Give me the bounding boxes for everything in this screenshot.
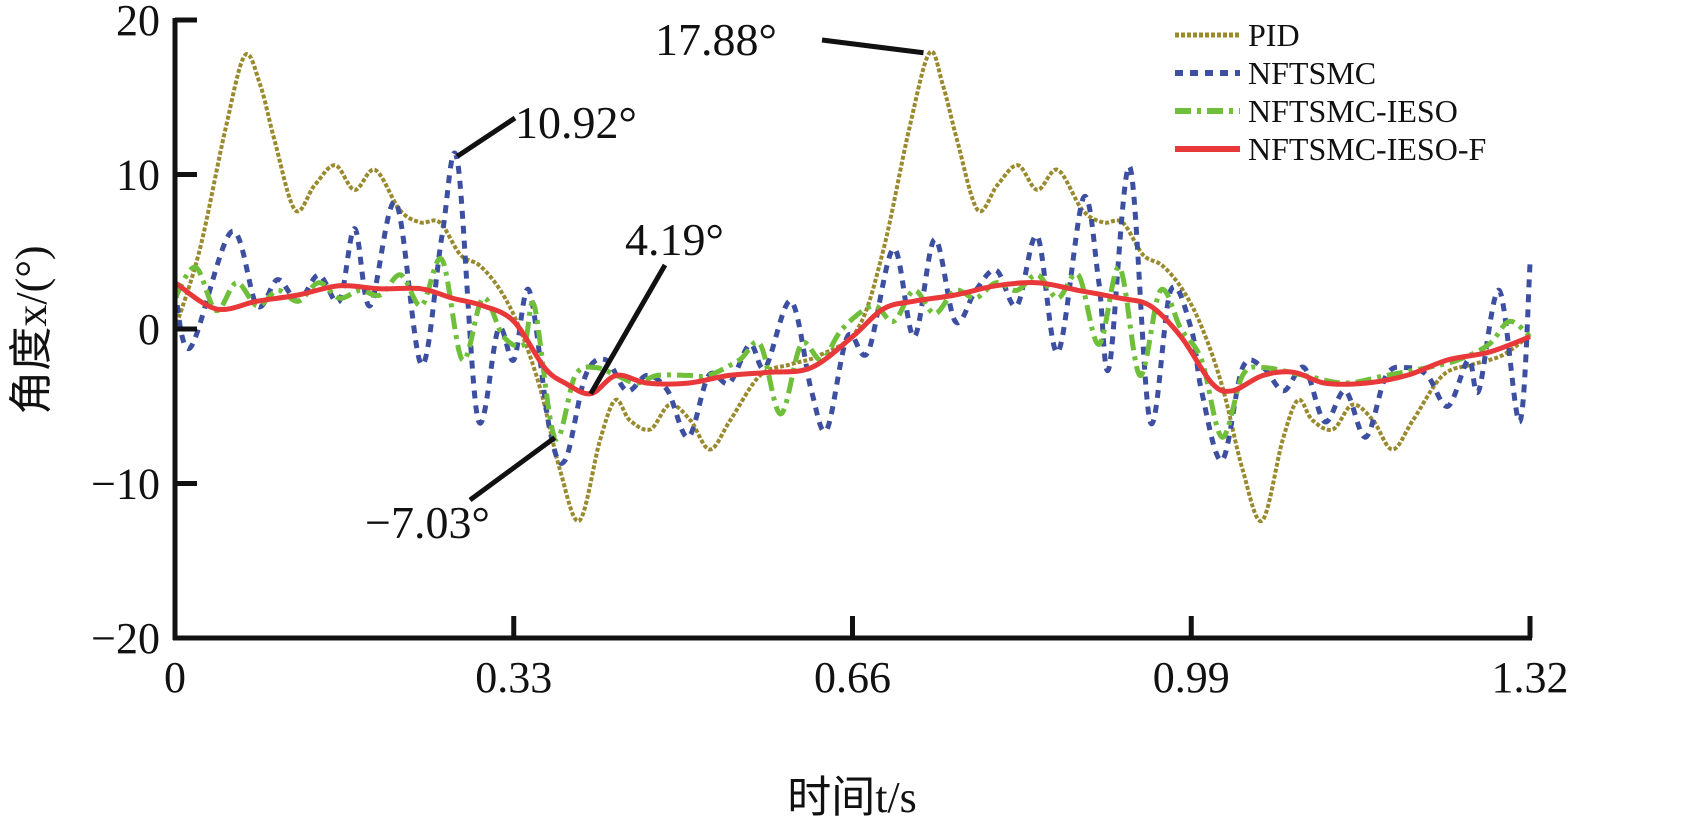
annotation-leader-line: [821, 37, 924, 56]
annotation-label: 10.92°: [515, 97, 637, 148]
y-axis-label: 角度x/(°): [7, 245, 56, 414]
legend-label: NFTSMC-IESO: [1248, 93, 1458, 129]
series-line-nftsmc-ieso: [172, 256, 1532, 442]
annotation-label: 4.19°: [625, 214, 724, 265]
series-line-nftsmc-ieso-f: [173, 280, 1531, 397]
x-tick-label: 0.66: [814, 653, 891, 702]
series-line-nftsmc: [172, 150, 1533, 466]
legend-label: NFTSMC-IESO-F: [1248, 131, 1486, 167]
x-axis-label: 时间t/s: [787, 773, 917, 822]
legend-label: PID: [1248, 17, 1300, 53]
annotations: 17.88° 10.92° 4.19° −7.03°: [365, 14, 924, 548]
y-tick-label: 10: [116, 151, 160, 200]
x-tick-label: 0: [164, 653, 186, 702]
y-tick-label: −20: [91, 614, 160, 663]
y-tick-label: −10: [91, 460, 160, 509]
x-tick-label: 0.33: [475, 653, 552, 702]
annotation-label: 17.88°: [655, 14, 777, 65]
x-tick-label: 0.99: [1153, 653, 1230, 702]
annotation-label: −7.03°: [365, 497, 490, 548]
legend-label: NFTSMC: [1248, 55, 1376, 91]
annotation-leader-line: [588, 263, 668, 395]
annotation-leader-line: [468, 435, 557, 503]
annotation-leader-line: [455, 115, 517, 159]
x-tick-label: 1.32: [1492, 653, 1569, 702]
y-tick-label: 20: [116, 0, 160, 45]
y-tick-label: 0: [138, 305, 160, 354]
series-layer: [172, 49, 1533, 523]
